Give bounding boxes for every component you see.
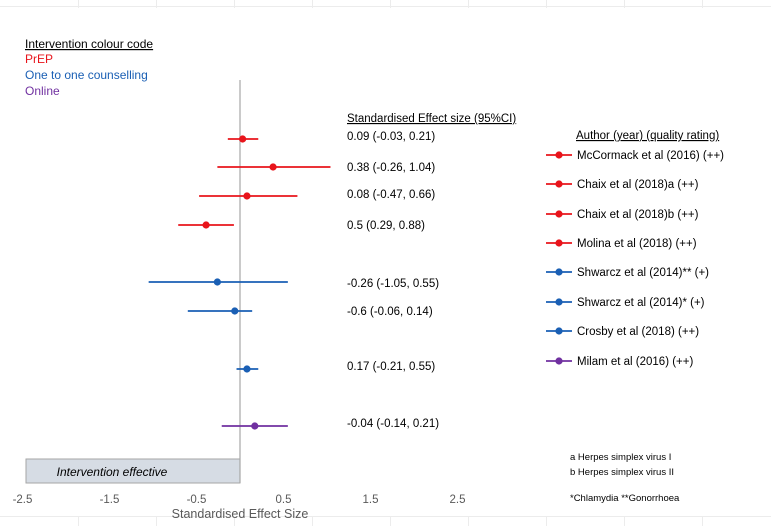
footnote-hsv2: b Herpes simplex virus II [570, 467, 674, 478]
effect-size-text: -0.04 (-0.14, 0.21) [347, 418, 439, 430]
effect-size-text: -0.6 (-0.06, 0.14) [347, 306, 433, 318]
point-estimate-marker [269, 163, 277, 171]
x-tick-label: 2.5 [450, 494, 466, 506]
effect-size-text: 0.08 (-0.47, 0.66) [347, 189, 435, 201]
legend-marker-sample [555, 210, 563, 218]
legend-entry-label: Chaix et al (2018)a (++) [577, 179, 699, 191]
point-estimate-marker [213, 278, 221, 286]
intervention-effective-band [25, 458, 241, 484]
legend-marker-sample [555, 327, 563, 335]
x-axis-label: Standardised Effect Size [172, 507, 309, 521]
effect-size-text: 0.5 (0.29, 0.88) [347, 220, 425, 232]
effect-size-header: Standardised Effect size (95%CI) [347, 113, 516, 125]
x-tick-label: -1.5 [100, 494, 120, 506]
x-tick-label: -0.5 [187, 494, 207, 506]
legend-entry-label: Shwarcz et al (2014)* (+) [577, 297, 705, 309]
point-estimate-marker [243, 365, 251, 373]
colour-code-prep: PrEP [25, 52, 53, 66]
legend-entry-label: Molina et al (2018) (++) [577, 238, 697, 250]
legend-marker-sample [555, 268, 563, 276]
legend-entry-label: McCormack et al (2016) (++) [577, 150, 724, 162]
x-tick-label: 0.5 [276, 494, 292, 506]
legend-marker-sample [555, 239, 563, 247]
legend-entry-label: Chaix et al (2018)b (++) [577, 209, 699, 221]
legend-title: Author (year) (quality rating) [576, 130, 719, 142]
effect-size-text: -0.26 (-1.05, 0.55) [347, 278, 439, 290]
legend-marker-sample [555, 357, 563, 365]
legend-entry-label: Crosby et al (2018) (++) [577, 326, 699, 338]
legend-entry-label: Shwarcz et al (2014)** (+) [577, 267, 709, 279]
effect-size-text: 0.38 (-0.26, 1.04) [347, 162, 435, 174]
legend-entry-label: Milam et al (2016) (++) [577, 356, 693, 368]
footnote-hsv1: a Herpes simplex virus I [570, 452, 671, 463]
effect-size-text: 0.17 (-0.21, 0.55) [347, 361, 435, 373]
colour-code-title: Intervention colour code [25, 37, 153, 51]
point-estimate-marker [251, 422, 259, 430]
intervention-effective-label: Intervention effective [57, 465, 168, 479]
legend-marker-sample [555, 298, 563, 306]
legend-marker-sample [555, 151, 563, 159]
colour-code-online: Online [25, 84, 60, 98]
x-tick-label: 1.5 [363, 494, 379, 506]
point-estimate-marker [239, 135, 247, 143]
point-estimate-marker [231, 307, 239, 315]
legend-marker-sample [555, 180, 563, 188]
colour-code-counselling: One to one counselling [25, 68, 148, 82]
point-estimate-marker [202, 221, 210, 229]
effect-size-text: 0.09 (-0.03, 0.21) [347, 131, 435, 143]
point-estimate-marker [243, 192, 251, 200]
x-tick-label: -2.5 [13, 494, 33, 506]
footnote-stis: *Chlamydia **Gonorrhoea [570, 493, 680, 504]
